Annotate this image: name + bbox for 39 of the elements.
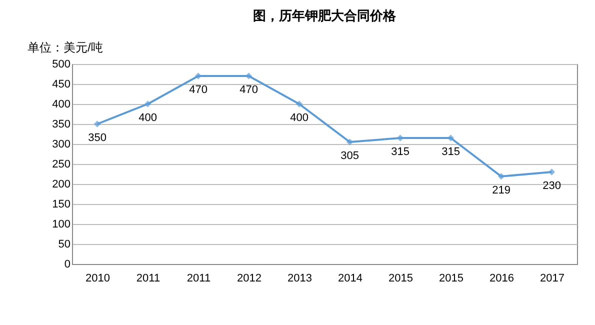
point: [296, 100, 303, 108]
y-tick-label: 450: [52, 78, 70, 90]
point: [94, 120, 101, 128]
x-tick-label: 2016: [490, 272, 514, 284]
x-tick-label: 2015: [388, 272, 413, 284]
data-label: 315: [391, 146, 410, 158]
x-tick-label: 2012: [237, 272, 262, 284]
data-label: 219: [492, 184, 510, 196]
y-tick-label: 100: [52, 218, 70, 230]
y-axis-title: 单位：美元/吨: [28, 40, 103, 54]
y-tick-label: 350: [52, 118, 70, 130]
y-tick-label: 0: [64, 258, 70, 270]
x-tick-label: 2010: [86, 272, 110, 284]
x-tick-label: 2011: [186, 272, 211, 284]
y-tick-label: 150: [52, 198, 70, 210]
x-tick-label: 2013: [288, 272, 312, 284]
x-tick-label: 2015: [439, 272, 464, 284]
y-tick-label: 250: [52, 158, 70, 170]
point: [346, 138, 354, 146]
point: [144, 100, 152, 108]
point: [548, 168, 556, 176]
y-tick-label: 50: [58, 238, 70, 250]
y-tick-label: 500: [52, 58, 70, 70]
data-label: 470: [189, 84, 208, 96]
data-label: 350: [88, 132, 106, 144]
x-tick-label: 2017: [540, 272, 564, 284]
chart-title: 图，历年钾肥大合同价格: [253, 8, 397, 23]
y-tick-label: 200: [52, 178, 70, 190]
data-label: 400: [138, 112, 157, 124]
point: [498, 173, 505, 180]
data-label: 470: [240, 84, 258, 96]
x-tick-label: 2014: [338, 272, 362, 284]
y-tick-label: 300: [52, 138, 70, 150]
y-tick-label: 400: [52, 98, 70, 110]
data-label: 400: [290, 112, 308, 124]
data-label: 315: [442, 146, 460, 158]
x-tick-label: 2011: [136, 272, 160, 284]
data-label: 230: [542, 180, 561, 192]
data-label: 305: [340, 150, 359, 162]
